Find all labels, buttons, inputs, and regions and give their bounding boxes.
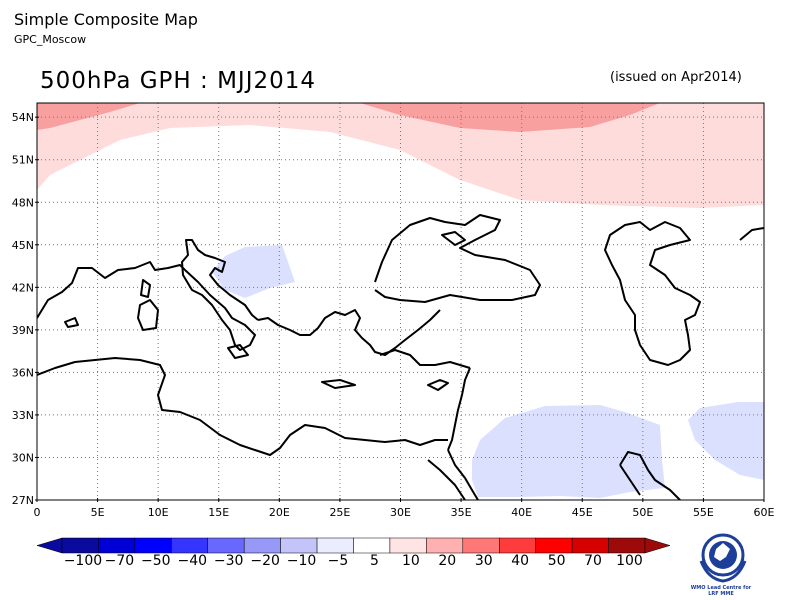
colorbar-label: 20 <box>438 553 457 569</box>
colorbar-label: 30 <box>474 553 493 569</box>
crete <box>321 379 356 389</box>
north-africa-coast <box>37 357 448 456</box>
lon-tick-label: 25E <box>329 506 350 519</box>
anomaly-shading <box>37 103 764 498</box>
colorbar-segment <box>389 537 427 554</box>
lat-tick-label: 51N <box>12 154 34 167</box>
balkan-coast <box>257 309 441 356</box>
balearic <box>64 317 79 328</box>
colorbar-segment <box>608 537 646 554</box>
colorbar-segment <box>98 537 136 554</box>
colorbar-segment <box>171 537 208 554</box>
lon-tick-label: 50E <box>632 506 653 519</box>
colorbar <box>36 537 671 554</box>
positive-anomaly-region-light <box>37 103 764 208</box>
map-title: 500hPa GPH : MJJ2014 <box>40 68 317 94</box>
red-sea-west <box>427 459 466 500</box>
lon-tick-label: 10E <box>148 506 169 519</box>
colorbar-label: 100 <box>616 553 643 569</box>
colorbar-segment <box>207 537 245 554</box>
colorbar-labels: −100 −70 −50 −40 −30 −20 −10 −5 5 10 20 30 40 50 70 100 <box>0 553 800 573</box>
sardinia <box>137 299 159 331</box>
issued-date: (issued on Apr2014) <box>610 70 742 85</box>
colorbar-arrow-left <box>36 537 63 554</box>
negative-anomaly-arabia <box>472 405 665 498</box>
colorbar-segment <box>535 537 573 554</box>
colorbar-segment <box>280 537 318 554</box>
colorbar-label: −10 <box>286 553 317 569</box>
red-sea-east <box>447 449 479 500</box>
east-coast <box>739 227 764 241</box>
lat-tick-label: 39N <box>12 324 34 337</box>
colorbar-label: 50 <box>547 553 566 569</box>
lon-tick-label: 35E <box>451 506 472 519</box>
lon-tick-label: 60E <box>754 506 775 519</box>
colorbar-label: −20 <box>250 553 280 569</box>
colorbar-segment <box>426 537 464 554</box>
lon-tick-label: 30E <box>390 506 411 519</box>
lat-tick-label: 48N <box>12 196 34 209</box>
lon-tick-label: 40E <box>511 506 532 519</box>
wmo-logo-text: WMO Lead Centre for LRF MME <box>690 585 752 597</box>
crimea <box>441 231 466 246</box>
colorbar-label: −40 <box>177 553 208 569</box>
colorbar-label: −50 <box>141 553 171 569</box>
lon-tick-label: 20E <box>269 506 290 519</box>
levant-coast <box>447 367 471 451</box>
colorbar-segment <box>353 537 391 554</box>
colorbar-label: −70 <box>104 553 135 569</box>
colorbar-segment <box>571 537 609 554</box>
colorbar-arrow-right <box>644 537 671 554</box>
negative-anomaly-east <box>688 402 764 480</box>
lon-tick-label: 45E <box>572 506 593 519</box>
cyprus <box>427 379 449 391</box>
lon-tick-label: 0 <box>34 506 41 519</box>
colorbar-label: −30 <box>213 553 244 569</box>
lat-tick-label: 30N <box>12 451 34 464</box>
negative-anomaly-adriatic <box>212 245 295 298</box>
lat-tick-label: 33N <box>12 409 34 422</box>
colorbar-segment <box>499 537 536 554</box>
lat-tick-label: 54N <box>12 111 34 124</box>
lon-tick-label: 5E <box>91 506 105 519</box>
colorbar-label: −5 <box>327 553 349 569</box>
italy-coast <box>181 239 259 351</box>
iberia-coast <box>37 261 186 319</box>
colorbar-label: 5 <box>369 553 379 569</box>
lat-tick-label: 27N <box>12 494 34 507</box>
app-title: Simple Composite Map <box>14 10 198 29</box>
black-sea-coast <box>374 214 541 303</box>
turkey-south-coast <box>379 349 471 369</box>
colorbar-segment <box>61 537 99 554</box>
lon-tick-label: 15E <box>208 506 229 519</box>
colorbar-label: 10 <box>401 553 420 569</box>
colorbar-segment <box>134 537 172 554</box>
colorbar-label: −100 <box>63 553 103 569</box>
caspian-coast <box>604 221 701 366</box>
colorbar-segment <box>462 537 500 554</box>
gulf-inner <box>619 464 641 496</box>
lat-tick-label: 42N <box>12 281 34 294</box>
lon-tick-label: 55E <box>693 506 714 519</box>
lat-tick-label: 45N <box>12 239 34 252</box>
sicily <box>227 344 249 359</box>
coastlines <box>37 214 764 500</box>
wmo-logo <box>699 533 747 583</box>
source-label: GPC_Moscow <box>14 33 87 46</box>
colorbar-segment <box>243 537 281 554</box>
lat-tick-label: 36N <box>12 366 34 379</box>
colorbar-label: 70 <box>584 553 602 569</box>
corsica <box>140 279 151 298</box>
colorbar-label: 40 <box>511 553 530 569</box>
positive-anomaly-region-west <box>37 103 140 130</box>
colorbar-segment <box>316 537 354 554</box>
persian-gulf-coast <box>619 451 681 500</box>
